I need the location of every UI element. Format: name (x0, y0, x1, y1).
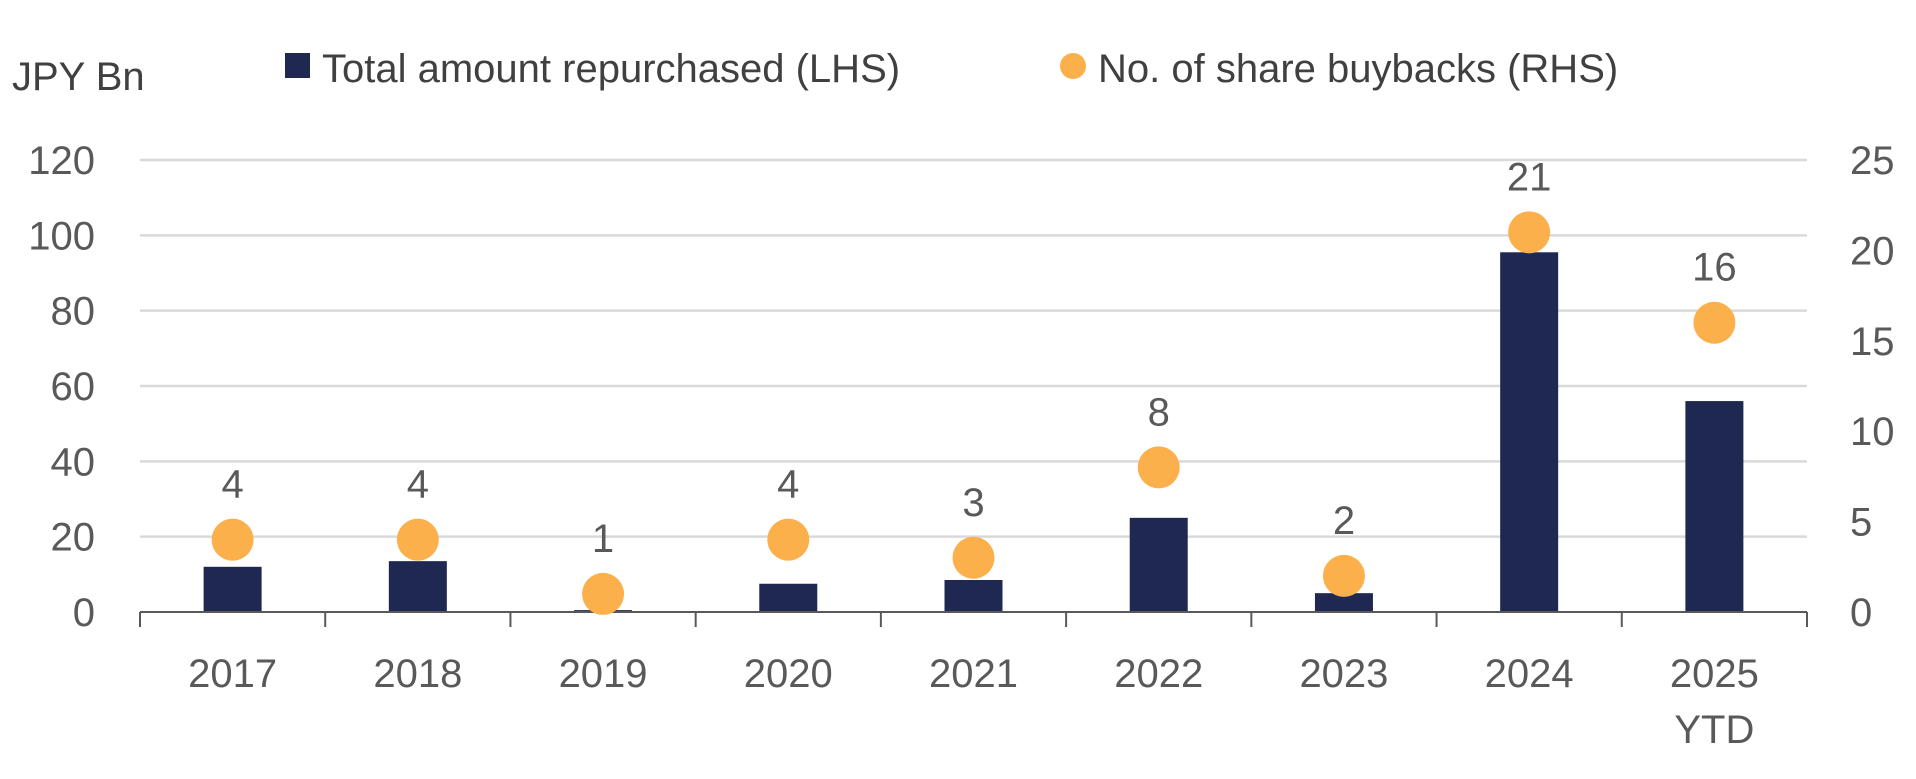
x-axis (139, 611, 1808, 627)
right-y-tick-label: 5 (1850, 501, 1872, 545)
dot (767, 518, 810, 561)
dot-data-label: 16 (1692, 246, 1737, 290)
left-y-tick-label: 120 (28, 139, 95, 183)
left-y-tick-label: 20 (51, 516, 96, 560)
bar (759, 583, 818, 612)
dot-data-label: 21 (1507, 155, 1552, 199)
x-tick-label: 2020 (744, 652, 833, 696)
dot (211, 518, 254, 561)
left-y-tick-label: 80 (51, 290, 96, 334)
right-y-tick-label: 15 (1850, 320, 1895, 364)
dot (582, 572, 625, 615)
x-tick-label: 2021 (929, 652, 1018, 696)
bar (388, 561, 447, 612)
left-y-tick-label: 40 (51, 440, 96, 484)
right-y-tick-label: 0 (1850, 591, 1872, 635)
left-y-tick-label: 0 (73, 591, 95, 635)
legend-bar-label: Total amount repurchased (LHS) (322, 47, 900, 91)
dot-data-label: 1 (592, 517, 614, 561)
bar-series (203, 252, 1744, 613)
right-y-tick-label: 25 (1850, 139, 1895, 183)
dot-data-label: 4 (777, 463, 799, 507)
right-y-tick-label: 20 (1850, 229, 1895, 273)
bar (1500, 252, 1559, 613)
left-y-tick-label: 100 (28, 214, 95, 258)
x-tick-label: 2024 (1485, 652, 1574, 696)
x-tick-label: 2025 (1670, 652, 1759, 696)
dot (1322, 554, 1365, 597)
legend-bar-swatch (285, 53, 310, 78)
bar (944, 579, 1003, 612)
right-y-axis: 0 5 10 15 20 25 (1850, 139, 1895, 635)
dot (1693, 301, 1736, 344)
x-axis-labels: 2017 2018 2019 2020 2021 2022 2023 2024 2025 YTD (188, 652, 1759, 752)
dot (1508, 211, 1551, 254)
left-y-tick-label: 60 (51, 365, 96, 409)
bar (1129, 517, 1188, 612)
x-tick-label: 2019 (559, 652, 648, 696)
dot-data-label: 3 (962, 481, 984, 525)
legend: Total amount repurchased (LHS) No. of sh… (285, 47, 1618, 91)
dot (1137, 446, 1180, 489)
dot-series: 4 4 1 4 3 8 2 21 16 (211, 155, 1737, 615)
legend-dot-label: No. of share buybacks (RHS) (1098, 47, 1618, 91)
right-y-tick-label: 10 (1850, 410, 1895, 454)
dot-data-label: 2 (1333, 499, 1355, 543)
bar (1685, 401, 1744, 612)
dot (952, 536, 995, 579)
x-tick-label: 2022 (1114, 652, 1203, 696)
x-tick-label: 2017 (188, 652, 277, 696)
left-y-axis: 0 20 40 60 80 100 120 (28, 139, 95, 635)
bar (203, 566, 262, 612)
dot-data-label: 4 (407, 463, 429, 507)
dot-data-label: 8 (1148, 390, 1170, 434)
legend-dot-swatch (1060, 53, 1086, 79)
x-tick-label: 2023 (1299, 652, 1388, 696)
x-tick-label-line2: YTD (1674, 708, 1754, 752)
x-tick-label: 2018 (373, 652, 462, 696)
dot (396, 518, 439, 561)
left-axis-unit-label: JPY Bn (12, 55, 145, 99)
dot-data-label: 4 (221, 463, 243, 507)
bar (1314, 593, 1373, 612)
